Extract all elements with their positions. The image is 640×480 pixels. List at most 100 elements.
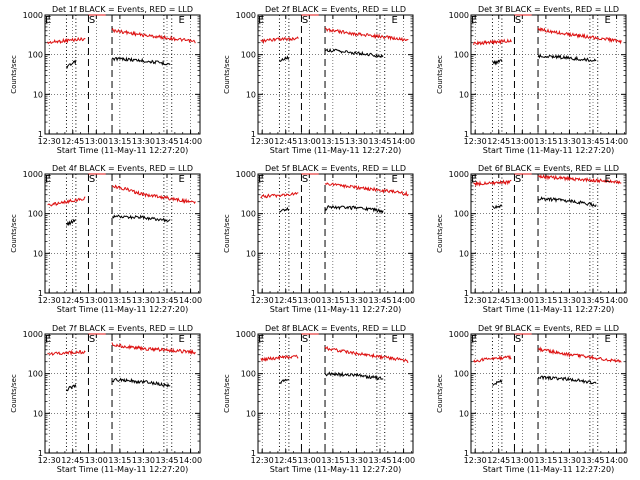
series-line-1 xyxy=(111,184,196,205)
x-tick-label: 12:45 xyxy=(274,137,297,146)
event-marker-label: E xyxy=(471,334,477,345)
chart-panel-6: Det 6f BLACK = Events, RED = LLD 12:30 12:… xyxy=(436,164,628,314)
x-tick-label: 13:00 xyxy=(511,296,534,305)
x-tick-label: 12:45 xyxy=(487,296,510,305)
x-tick-label: 13:45 xyxy=(581,456,604,465)
series-line-2 xyxy=(537,375,597,385)
chart-title: Det 4f BLACK = Events, RED = LLD xyxy=(52,164,193,173)
event-marker-label: E xyxy=(604,15,610,26)
series-line-2 xyxy=(324,205,384,214)
x-tick-label: 13:00 xyxy=(85,296,108,305)
y-tick-label: 100 xyxy=(241,51,256,60)
y-tick-label: 10 xyxy=(246,249,256,258)
event-marker-label: E xyxy=(391,15,397,26)
series-line-2 xyxy=(537,53,597,63)
y-tick-label: 1000 xyxy=(449,170,469,179)
y-axis-label: Counts/sec xyxy=(10,214,18,253)
chart-title: Det 2f BLACK = Events, RED = LLD xyxy=(265,5,406,14)
x-tick-label: 12:30 xyxy=(464,296,487,305)
x-tick-label: 14:00 xyxy=(392,296,415,305)
event-marker-label: S xyxy=(302,15,308,26)
x-tick-label: 12:45 xyxy=(487,456,510,465)
y-tick-label: 1 xyxy=(251,289,256,298)
x-axis-label: Start Time (11-May-11 12:27:20) xyxy=(57,305,188,314)
series-line-1 xyxy=(537,173,622,185)
x-tick-label: 12:30 xyxy=(251,456,274,465)
y-axis-label: Counts/sec xyxy=(223,374,231,413)
x-axis-label: Start Time (11-May-11 12:27:20) xyxy=(270,305,401,314)
x-tick-label: 13:15 xyxy=(108,296,131,305)
x-tick-label: 14:00 xyxy=(605,296,628,305)
plot-frame xyxy=(257,14,414,135)
series-line-1 xyxy=(111,342,196,356)
y-tick-label: 10 xyxy=(459,90,469,99)
y-tick-label: 1000 xyxy=(23,11,43,20)
series-line-1 xyxy=(324,345,409,364)
y-axis-label: Counts/sec xyxy=(10,55,18,94)
y-tick-label: 100 xyxy=(454,51,469,60)
event-marker-label: S xyxy=(302,174,308,185)
event-marker-label: E xyxy=(258,334,264,345)
y-axis-label: Counts/sec xyxy=(436,214,444,253)
chart-title: Det 6f BLACK = Events, RED = LLD xyxy=(478,164,619,173)
y-tick-label: 100 xyxy=(28,210,43,219)
y-tick-label: 1000 xyxy=(449,11,469,20)
y-tick-label: 1 xyxy=(38,289,43,298)
event-marker-label: E xyxy=(45,334,51,345)
event-marker-label: S xyxy=(89,174,95,185)
series-line-2 xyxy=(279,206,290,213)
series-line-2 xyxy=(324,371,384,381)
x-tick-label: 12:30 xyxy=(464,456,487,465)
y-tick-label: 100 xyxy=(28,370,43,379)
x-tick-label: 13:45 xyxy=(155,137,178,146)
y-tick-label: 10 xyxy=(459,249,469,258)
y-tick-label: 10 xyxy=(246,409,256,418)
event-marker-label: S xyxy=(89,15,95,26)
event-marker-label: E xyxy=(258,174,264,185)
x-tick-label: 13:00 xyxy=(85,456,108,465)
y-tick-label: 1 xyxy=(251,449,256,458)
y-tick-label: 1 xyxy=(251,130,256,139)
x-tick-label: 13:30 xyxy=(345,456,368,465)
y-axis-label: Counts/sec xyxy=(10,374,18,413)
event-marker-label: E xyxy=(178,15,184,26)
series-line-2 xyxy=(537,196,597,208)
y-tick-label: 10 xyxy=(33,90,43,99)
y-tick-label: 1 xyxy=(38,130,43,139)
x-tick-label: 13:15 xyxy=(534,456,557,465)
x-tick-label: 13:00 xyxy=(511,137,534,146)
x-tick-label: 12:45 xyxy=(61,456,84,465)
chart-panel-8: Det 8f BLACK = Events, RED = LLD 12:30 12:… xyxy=(223,324,415,474)
event-marker-label: S xyxy=(515,334,521,345)
event-marker-label: E xyxy=(604,174,610,185)
x-tick-label: 12:30 xyxy=(38,296,61,305)
y-tick-label: 1000 xyxy=(23,170,43,179)
series-line-2 xyxy=(66,383,77,392)
series-line-1 xyxy=(47,349,86,357)
x-tick-label: 14:00 xyxy=(392,456,415,465)
x-tick-label: 13:30 xyxy=(558,296,581,305)
x-tick-label: 14:00 xyxy=(179,137,202,146)
x-tick-label: 13:00 xyxy=(511,456,534,465)
series-line-2 xyxy=(112,214,171,223)
plot-frame xyxy=(44,173,201,294)
series-line-2 xyxy=(492,204,503,209)
x-tick-label: 13:00 xyxy=(85,137,108,146)
x-tick-label: 13:15 xyxy=(321,456,344,465)
y-tick-label: 10 xyxy=(33,249,43,258)
chart-panel-4: Det 4f BLACK = Events, RED = LLD 12:30 12:… xyxy=(10,164,202,314)
y-tick-label: 100 xyxy=(454,370,469,379)
x-tick-label: 12:45 xyxy=(274,296,297,305)
plot-frame xyxy=(257,333,414,454)
x-tick-label: 13:15 xyxy=(321,137,344,146)
x-tick-label: 13:15 xyxy=(534,296,557,305)
x-tick-label: 13:30 xyxy=(558,456,581,465)
x-tick-label: 13:45 xyxy=(368,296,391,305)
x-tick-label: 13:00 xyxy=(298,296,321,305)
y-axis-label: Counts/sec xyxy=(223,214,231,253)
chart-panel-5: Det 5f BLACK = Events, RED = LLD 12:30 12:… xyxy=(223,164,415,314)
x-tick-label: 13:30 xyxy=(132,137,155,146)
x-axis-label: Start Time (11-May-11 12:27:20) xyxy=(270,465,401,474)
x-tick-label: 13:15 xyxy=(321,296,344,305)
